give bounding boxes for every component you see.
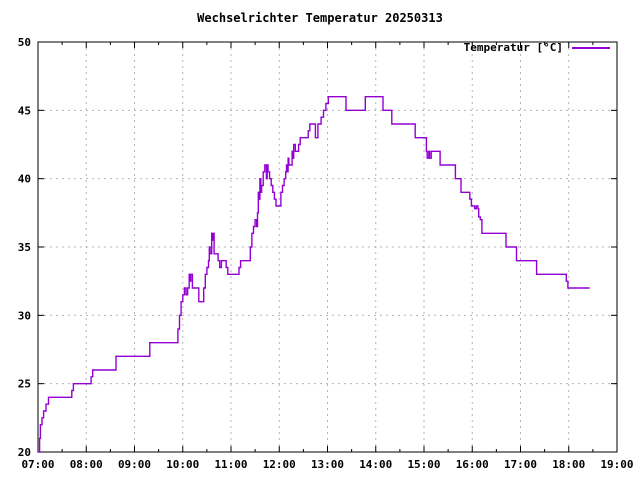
x-tick-label: 14:00 <box>359 458 392 471</box>
y-tick-label: 50 <box>18 36 31 49</box>
x-tick-label: 13:00 <box>311 458 344 471</box>
y-tick-label: 30 <box>18 309 31 322</box>
x-tick-label: 17:00 <box>504 458 537 471</box>
x-tick-label: 08:00 <box>70 458 103 471</box>
x-tick-label: 07:00 <box>21 458 54 471</box>
legend-label: Temperatur [°C] <box>463 41 563 54</box>
x-tick-label: 10:00 <box>166 458 199 471</box>
x-tick-label: 19:00 <box>600 458 633 471</box>
x-tick-label: 15:00 <box>407 458 440 471</box>
x-tick-label: 09:00 <box>118 458 151 471</box>
y-tick-label: 45 <box>18 104 31 117</box>
x-tick-label: 18:00 <box>552 458 585 471</box>
chart-title: Wechselrichter Temperatur 20250313 <box>197 11 443 25</box>
y-tick-label: 35 <box>18 241 31 254</box>
x-tick-label: 11:00 <box>214 458 247 471</box>
legend: Temperatur [°C] <box>464 41 610 54</box>
y-tick-label: 25 <box>18 378 31 391</box>
y-tick-label: 40 <box>18 173 31 186</box>
x-tick-label: 12:00 <box>263 458 296 471</box>
temperature-line <box>38 96 590 453</box>
y-tick-label: 20 <box>18 446 31 459</box>
legend-line-sample <box>572 46 610 49</box>
x-tick-label: 16:00 <box>456 458 489 471</box>
